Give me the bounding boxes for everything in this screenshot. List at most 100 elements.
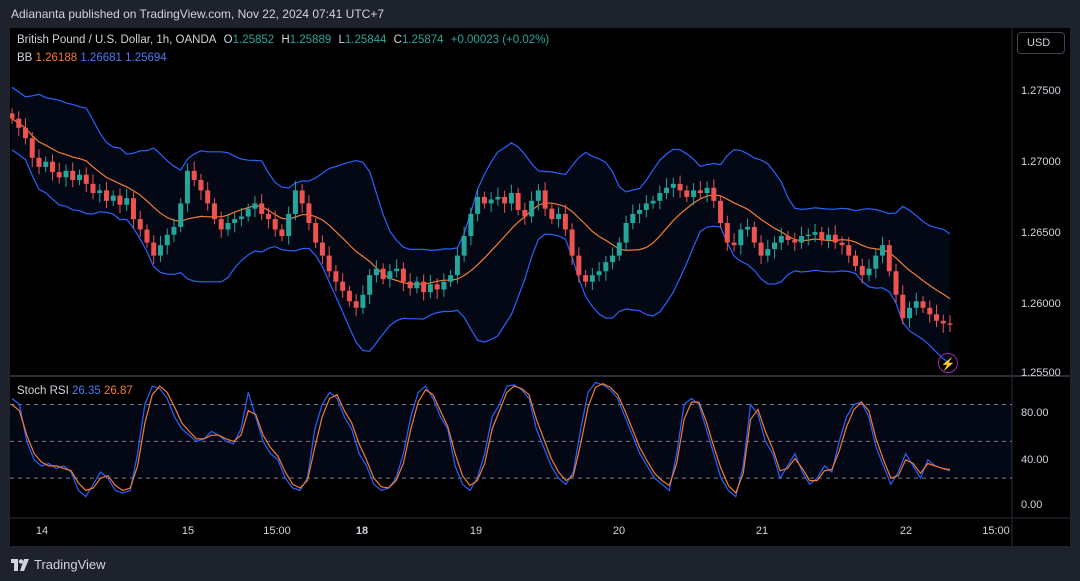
candle-body (866, 268, 872, 276)
time-tick: 15:00 (263, 525, 291, 537)
close-label: C (393, 34, 402, 46)
candle-body (110, 195, 116, 201)
candle-body (70, 170, 76, 180)
symbol-legend: British Pound / U.S. Dollar, 1h, OANDA O… (17, 34, 553, 46)
candle-body (502, 196, 508, 204)
high-label: H (281, 34, 290, 46)
candle-body (16, 118, 22, 128)
candle-body (745, 226, 751, 230)
candle-body (900, 294, 906, 319)
candle-body (124, 198, 130, 205)
stoch-k-value: 26.35 (71, 385, 101, 397)
candle-body (205, 190, 211, 204)
candle-body (542, 190, 548, 209)
time-tick: 14 (35, 525, 49, 537)
candle-body (643, 203, 649, 210)
bb-fill (12, 87, 950, 364)
currency-button[interactable]: USD (1017, 32, 1065, 54)
candle-body (313, 223, 319, 243)
candle-body (292, 190, 298, 214)
chart-svg[interactable] (10, 28, 1070, 546)
candle-body (873, 255, 879, 269)
bb-mid-value: 1.26188 (35, 52, 78, 64)
candle-body (940, 320, 946, 324)
candle-body (353, 301, 359, 308)
candle-body (178, 203, 184, 227)
candle-body (826, 234, 832, 240)
candle-body (340, 281, 346, 291)
candle-body (29, 138, 35, 158)
candle-body (475, 196, 481, 214)
chart-area[interactable] (10, 28, 1070, 546)
candle-body (252, 203, 258, 209)
candle-body (400, 268, 406, 282)
candle-body (630, 213, 636, 223)
candle-body (441, 281, 447, 290)
candle-body (677, 183, 683, 191)
candle-body (670, 183, 676, 188)
candle-body (637, 209, 643, 214)
candle-body (515, 193, 521, 210)
candle-body (117, 195, 123, 205)
candle-body (306, 203, 312, 223)
candle-body (56, 172, 62, 178)
candle-body (785, 236, 791, 240)
candle-body (724, 223, 730, 243)
symbol-title: British Pound / U.S. Dollar, 1h, OANDA (17, 34, 217, 46)
candle-body (461, 236, 467, 256)
candle-body (738, 229, 744, 246)
candle-body (245, 208, 251, 217)
candle-body (616, 242, 622, 256)
candle-body (893, 271, 899, 295)
candle-body (549, 208, 555, 220)
candle-body (880, 245, 886, 256)
bb-lower-value: 1.25694 (125, 52, 167, 64)
price-tick: 1.27000 (1021, 156, 1061, 168)
candle-body (130, 198, 136, 220)
candle-body (576, 255, 582, 276)
low-label: L (338, 34, 345, 46)
tradingview-logo[interactable]: TradingView (11, 557, 106, 572)
candle-body (772, 242, 778, 250)
candle-body (664, 187, 670, 193)
candle-body (90, 183, 96, 193)
candle-body (414, 281, 420, 289)
candle-body (556, 213, 562, 220)
candle-body (76, 174, 82, 180)
candle-body (934, 314, 940, 321)
candle-body (886, 245, 892, 272)
candle-body (103, 190, 109, 201)
price-tick: 1.26500 (1021, 227, 1061, 239)
candle-body (657, 193, 663, 201)
candle-body (137, 219, 143, 230)
candle-body (927, 307, 933, 315)
time-tick: 19 (469, 525, 483, 537)
time-tick: 15 (181, 525, 195, 537)
lightning-icon[interactable]: ⚡ (938, 353, 958, 373)
candle-body (812, 232, 818, 235)
candle-body (360, 294, 366, 308)
candle-body (346, 290, 352, 302)
candle-body (481, 196, 487, 204)
price-tick: 1.25500 (1021, 367, 1061, 379)
candle-body (380, 268, 386, 280)
low-value: 1.25844 (344, 34, 387, 46)
time-tick: 15:00 (982, 525, 1010, 537)
candle-body (468, 213, 474, 237)
candle-body (799, 236, 805, 243)
candle-body (792, 239, 798, 243)
candle-body (758, 242, 764, 256)
candle-body (846, 245, 852, 256)
candle-body (697, 190, 703, 193)
candle-body (495, 196, 501, 200)
candle-body (623, 223, 629, 243)
candle-body (589, 275, 595, 282)
candle-body (839, 242, 845, 246)
candle-body (920, 301, 926, 308)
candle-body (333, 271, 339, 282)
candle-body (522, 209, 528, 217)
candle-body (704, 187, 710, 193)
candle-body (225, 223, 231, 230)
stoch-k-line (11, 381, 951, 498)
bb-lower-line (11, 149, 951, 365)
